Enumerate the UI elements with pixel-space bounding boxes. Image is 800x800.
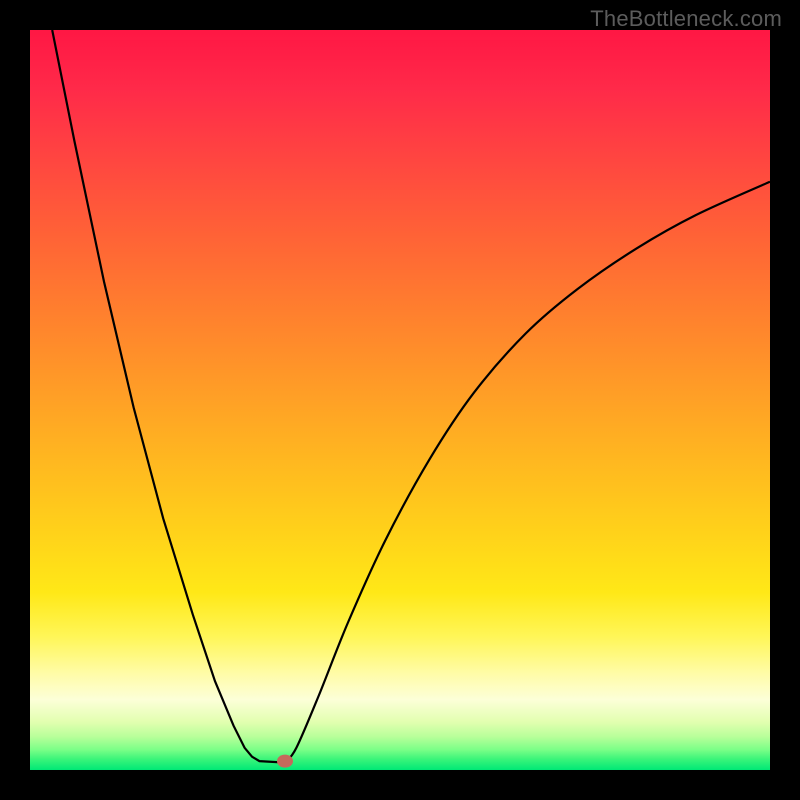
bottleneck-curve: [30, 30, 770, 770]
plot-area: [30, 30, 770, 770]
watermark-text: TheBottleneck.com: [590, 6, 782, 32]
minimum-marker: [277, 755, 293, 768]
